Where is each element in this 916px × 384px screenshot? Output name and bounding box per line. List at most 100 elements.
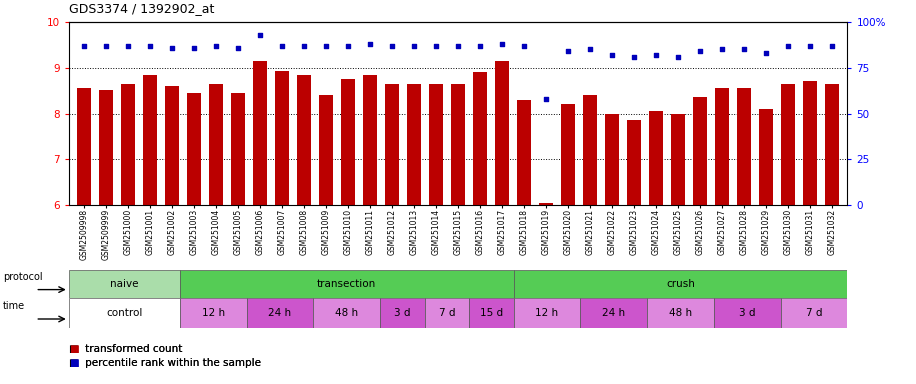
FancyBboxPatch shape xyxy=(647,298,714,328)
FancyBboxPatch shape xyxy=(469,298,514,328)
FancyBboxPatch shape xyxy=(380,298,425,328)
Point xyxy=(143,43,158,49)
Bar xyxy=(407,84,421,205)
Text: 7 d: 7 d xyxy=(806,308,823,318)
Text: crush: crush xyxy=(666,279,695,289)
Point xyxy=(583,46,597,53)
Text: ■: ■ xyxy=(69,344,79,354)
Bar xyxy=(297,74,311,205)
Text: ■: ■ xyxy=(69,358,79,368)
Text: 12 h: 12 h xyxy=(202,308,224,318)
Point xyxy=(165,45,180,51)
Text: 24 h: 24 h xyxy=(268,308,291,318)
Point xyxy=(649,52,663,58)
FancyBboxPatch shape xyxy=(246,298,313,328)
Point xyxy=(451,43,465,49)
FancyBboxPatch shape xyxy=(180,298,246,328)
Point xyxy=(561,48,575,55)
Point xyxy=(319,43,333,49)
Text: 15 d: 15 d xyxy=(480,308,503,318)
Bar xyxy=(99,90,114,205)
Bar xyxy=(539,203,553,205)
Bar xyxy=(341,79,355,205)
Point xyxy=(187,45,202,51)
FancyBboxPatch shape xyxy=(714,298,780,328)
Bar xyxy=(671,114,685,205)
Point xyxy=(209,43,224,49)
Point xyxy=(407,43,421,49)
Point xyxy=(473,43,487,49)
Text: 48 h: 48 h xyxy=(669,308,692,318)
Point xyxy=(692,48,707,55)
Point xyxy=(627,54,641,60)
Text: time: time xyxy=(3,301,25,311)
Point xyxy=(385,43,399,49)
Point xyxy=(297,43,311,49)
Point xyxy=(824,43,839,49)
Bar xyxy=(583,95,597,205)
Bar xyxy=(780,84,795,205)
Bar xyxy=(714,88,729,205)
Point xyxy=(99,43,114,49)
Bar xyxy=(187,93,202,205)
Bar xyxy=(231,93,245,205)
Point xyxy=(495,41,509,47)
Text: 7 d: 7 d xyxy=(439,308,455,318)
Bar xyxy=(363,74,377,205)
Bar xyxy=(77,88,92,205)
Bar xyxy=(275,71,289,205)
Text: control: control xyxy=(106,308,143,318)
Point xyxy=(780,43,795,49)
Point xyxy=(802,43,817,49)
Bar xyxy=(473,72,487,205)
Text: ■  percentile rank within the sample: ■ percentile rank within the sample xyxy=(69,358,261,368)
Bar xyxy=(495,61,509,205)
Bar xyxy=(692,98,707,205)
FancyBboxPatch shape xyxy=(514,298,581,328)
Text: 3 d: 3 d xyxy=(739,308,756,318)
FancyBboxPatch shape xyxy=(69,270,180,298)
Point xyxy=(714,46,729,53)
Point xyxy=(429,43,443,49)
Bar xyxy=(385,84,399,205)
Bar xyxy=(736,88,751,205)
Point xyxy=(539,96,553,102)
Bar xyxy=(802,81,817,205)
Point xyxy=(363,41,377,47)
Bar xyxy=(627,120,641,205)
Text: naive: naive xyxy=(110,279,138,289)
Bar xyxy=(253,61,267,205)
Bar xyxy=(451,84,465,205)
Bar xyxy=(758,109,773,205)
Text: 24 h: 24 h xyxy=(602,308,626,318)
FancyBboxPatch shape xyxy=(180,270,514,298)
Point xyxy=(275,43,289,49)
Point xyxy=(121,43,136,49)
Text: 3 d: 3 d xyxy=(394,308,410,318)
Bar xyxy=(143,74,158,205)
Text: transformed count: transformed count xyxy=(85,344,182,354)
FancyBboxPatch shape xyxy=(514,270,847,298)
Bar xyxy=(561,104,575,205)
Point xyxy=(671,54,685,60)
Point xyxy=(758,50,773,56)
Bar xyxy=(429,84,443,205)
Bar xyxy=(649,111,663,205)
Bar xyxy=(121,84,136,205)
Text: transection: transection xyxy=(317,279,376,289)
Text: ■  transformed count: ■ transformed count xyxy=(69,344,182,354)
Point xyxy=(736,46,751,53)
Text: protocol: protocol xyxy=(3,272,42,282)
Bar xyxy=(824,84,839,205)
FancyBboxPatch shape xyxy=(313,298,380,328)
Text: 12 h: 12 h xyxy=(536,308,559,318)
Text: percentile rank within the sample: percentile rank within the sample xyxy=(85,358,261,368)
Bar xyxy=(605,114,619,205)
Text: 48 h: 48 h xyxy=(335,308,358,318)
Text: GDS3374 / 1392902_at: GDS3374 / 1392902_at xyxy=(69,2,214,15)
Bar xyxy=(209,84,224,205)
FancyBboxPatch shape xyxy=(69,298,180,328)
Point xyxy=(77,43,92,49)
Point xyxy=(605,52,619,58)
Point xyxy=(517,43,531,49)
